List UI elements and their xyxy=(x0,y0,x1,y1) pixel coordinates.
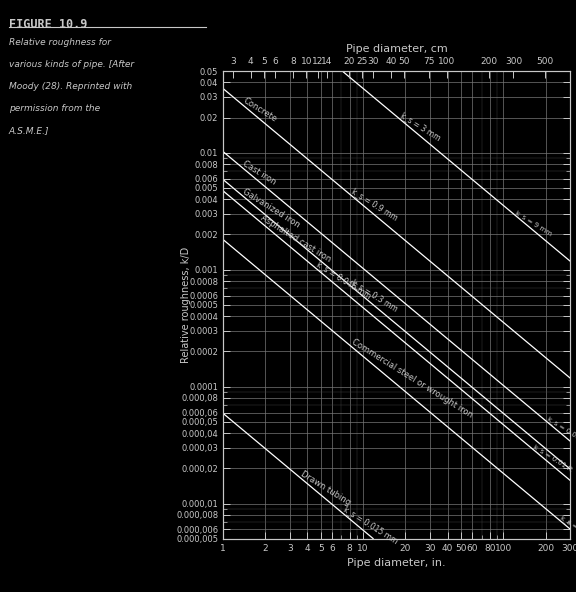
Text: Drawn tubing: Drawn tubing xyxy=(300,469,353,507)
Text: k_s = 0.03 ft: k_s = 0.03 ft xyxy=(545,415,576,445)
Text: Relative roughness for: Relative roughness for xyxy=(9,38,111,47)
Text: Relative roughness, k/D: Relative roughness, k/D xyxy=(181,247,191,363)
Text: k_s = 0.3 mm: k_s = 0.3 mm xyxy=(350,278,399,313)
X-axis label: Pipe diameter, in.: Pipe diameter, in. xyxy=(347,558,446,568)
Text: permission from the: permission from the xyxy=(9,104,100,113)
Text: Cast iron: Cast iron xyxy=(241,159,278,186)
X-axis label: Pipe diameter, cm: Pipe diameter, cm xyxy=(346,44,448,54)
Text: k_s = 0.01 ft: k_s = 0.01 ft xyxy=(532,443,574,472)
Text: A.S.M.E.]: A.S.M.E.] xyxy=(9,126,49,135)
Text: Commercial steel or wrought iron: Commercial steel or wrought iron xyxy=(350,337,474,420)
Text: Galvanized iron: Galvanized iron xyxy=(241,187,302,230)
Text: FIGURE 10.9: FIGURE 10.9 xyxy=(9,18,87,31)
Text: Moody (28). Reprinted with: Moody (28). Reprinted with xyxy=(9,82,132,91)
Text: k_s = 0.003 ft: k_s = 0.003 ft xyxy=(559,514,576,546)
Text: k_s = 0.9 mm: k_s = 0.9 mm xyxy=(350,186,399,222)
Text: Concrete: Concrete xyxy=(241,96,278,124)
Text: k_s = 0.046 mm: k_s = 0.046 mm xyxy=(314,259,372,300)
Text: Asphalted cast iron: Asphalted cast iron xyxy=(259,213,332,263)
Text: k_s = 3 mm: k_s = 3 mm xyxy=(399,111,442,143)
Text: k_s = 9 mm: k_s = 9 mm xyxy=(514,209,554,237)
Text: k_s = 0.015 mm: k_s = 0.015 mm xyxy=(342,504,399,545)
Text: various kinds of pipe. [After: various kinds of pipe. [After xyxy=(9,60,134,69)
